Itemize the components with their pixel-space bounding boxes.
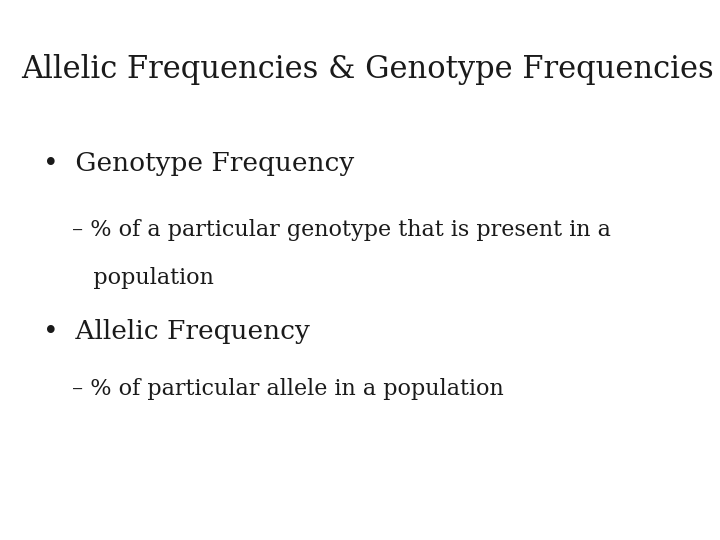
Text: population: population (72, 267, 214, 289)
Text: •  Genotype Frequency: • Genotype Frequency (43, 151, 354, 176)
Text: – % of particular allele in a population: – % of particular allele in a population (72, 378, 504, 400)
Text: •  Allelic Frequency: • Allelic Frequency (43, 319, 310, 343)
Text: – % of a particular genotype that is present in a: – % of a particular genotype that is pre… (72, 219, 611, 241)
Text: Allelic Frequencies & Genotype Frequencies: Allelic Frequencies & Genotype Frequenci… (22, 54, 714, 85)
